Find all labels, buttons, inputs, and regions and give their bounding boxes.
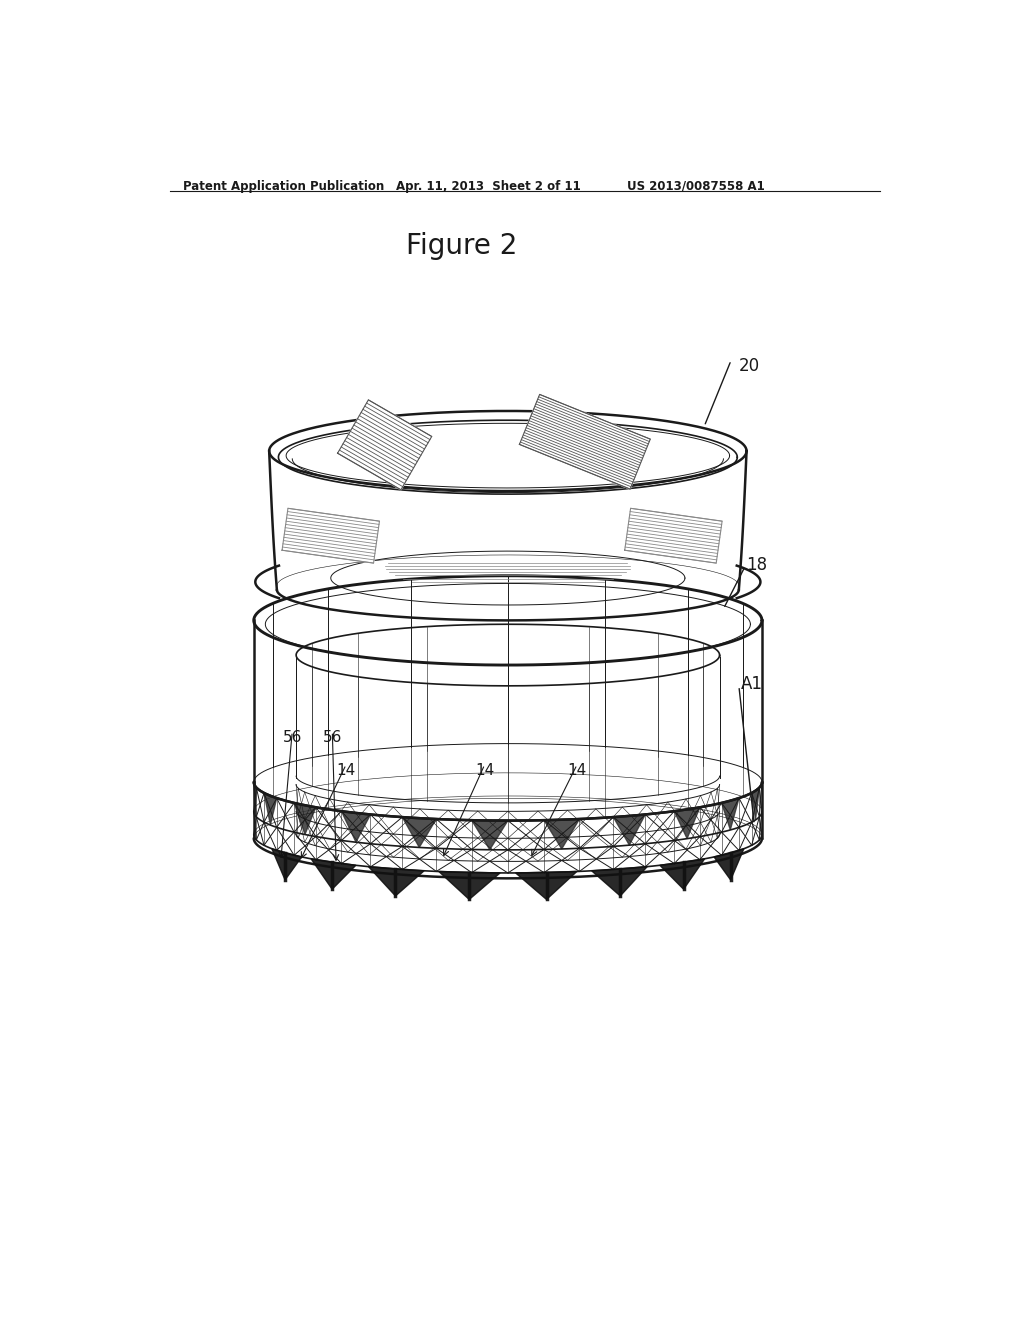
Text: 56: 56 bbox=[323, 730, 342, 744]
Polygon shape bbox=[294, 803, 315, 834]
Text: 18: 18 bbox=[746, 556, 768, 574]
Polygon shape bbox=[674, 808, 699, 838]
Polygon shape bbox=[592, 867, 647, 896]
Polygon shape bbox=[472, 820, 508, 850]
Text: Figure 2: Figure 2 bbox=[406, 231, 517, 260]
Polygon shape bbox=[722, 799, 739, 830]
Polygon shape bbox=[714, 849, 743, 880]
Text: Apr. 11, 2013  Sheet 2 of 11: Apr. 11, 2013 Sheet 2 of 11 bbox=[396, 180, 581, 193]
Polygon shape bbox=[341, 812, 371, 842]
Polygon shape bbox=[613, 814, 645, 845]
Polygon shape bbox=[516, 871, 577, 899]
Text: US 2013/0087558 A1: US 2013/0087558 A1 bbox=[628, 180, 765, 193]
Polygon shape bbox=[519, 395, 650, 490]
Polygon shape bbox=[402, 817, 436, 847]
Polygon shape bbox=[282, 508, 380, 564]
Polygon shape bbox=[271, 849, 302, 880]
Polygon shape bbox=[625, 508, 722, 564]
Text: 20: 20 bbox=[739, 358, 760, 375]
Polygon shape bbox=[311, 859, 355, 890]
Text: 14: 14 bbox=[475, 763, 495, 777]
Polygon shape bbox=[659, 859, 705, 890]
Polygon shape bbox=[254, 781, 256, 814]
Polygon shape bbox=[264, 793, 276, 825]
Text: 14: 14 bbox=[567, 763, 587, 777]
Text: 56: 56 bbox=[283, 730, 302, 744]
Text: 14: 14 bbox=[337, 763, 355, 777]
Polygon shape bbox=[369, 867, 424, 896]
Text: A1: A1 bbox=[740, 676, 763, 693]
Polygon shape bbox=[752, 788, 760, 820]
Polygon shape bbox=[544, 818, 580, 849]
Text: Patent Application Publication: Patent Application Publication bbox=[183, 180, 384, 193]
Polygon shape bbox=[439, 871, 500, 899]
Polygon shape bbox=[338, 400, 432, 490]
